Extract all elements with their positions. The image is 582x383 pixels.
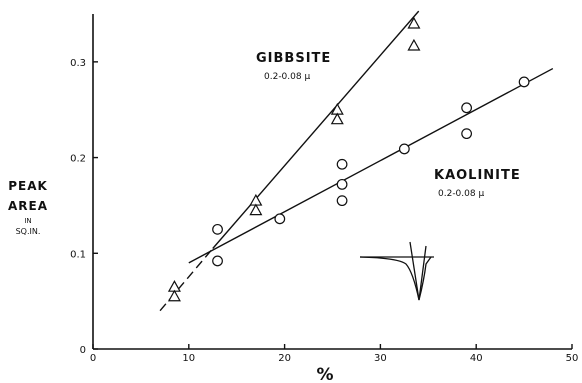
- point-kaolinite: [336, 158, 348, 170]
- point-kaolinite: [274, 213, 286, 225]
- y-axis-label-line-4: SQ.IN.: [16, 227, 41, 236]
- point-gibbsite: [167, 289, 181, 302]
- y-axis-label-line-1: PEAK: [8, 179, 48, 193]
- point-kaolinite: [212, 255, 223, 267]
- series-label-kaolinite: KAOLINITE: [434, 168, 521, 183]
- x-axis-label: %: [316, 365, 333, 383]
- point-kaolinite: [461, 102, 473, 114]
- series-label-gibbsite: GIBBSITE: [256, 51, 331, 66]
- y-axis-label-line-2: AREA: [8, 199, 48, 213]
- point-kaolinite: [212, 223, 223, 235]
- point-kaolinite: [336, 195, 348, 207]
- y-tick-label: 0.2: [70, 154, 86, 165]
- x-tick-label: 0: [90, 353, 96, 364]
- x-tick-label: 30: [374, 353, 387, 364]
- y-tick-label: 0.1: [70, 249, 86, 260]
- fit-lines: [159, 10, 554, 312]
- point-kaolinite: [336, 178, 348, 190]
- point-kaolinite: [518, 76, 530, 88]
- series-sublabel-kaolinite: 0.2-0.08 µ: [438, 189, 484, 199]
- x-tick-label: 20: [278, 353, 291, 364]
- point-kaolinite: [461, 128, 473, 140]
- fit-line-dashed-gibbsite: [159, 248, 214, 312]
- point-gibbsite: [407, 16, 421, 29]
- point-kaolinite: [398, 143, 410, 155]
- point-gibbsite: [330, 112, 344, 125]
- series-sublabel-gibbsite: 0.2-0.08 µ: [264, 72, 310, 82]
- y-tick-label: 0: [80, 345, 86, 356]
- x-tick-label: 10: [182, 353, 195, 364]
- point-gibbsite: [249, 203, 263, 216]
- x-tick-label: 40: [470, 353, 483, 364]
- dta-peak-inset: [359, 241, 434, 301]
- y-tick-label: 0.3: [70, 58, 86, 69]
- fit-line-gibbsite: [212, 10, 420, 249]
- point-gibbsite: [407, 38, 421, 51]
- data-points: [167, 16, 530, 302]
- fit-line-kaolinite: [188, 67, 554, 264]
- axes: 0 10 20 30 40 50 0 0.1 0.2 0.3: [70, 14, 578, 364]
- x-tick-label: 50: [566, 353, 579, 364]
- y-axis-label-line-3: IN: [24, 217, 31, 225]
